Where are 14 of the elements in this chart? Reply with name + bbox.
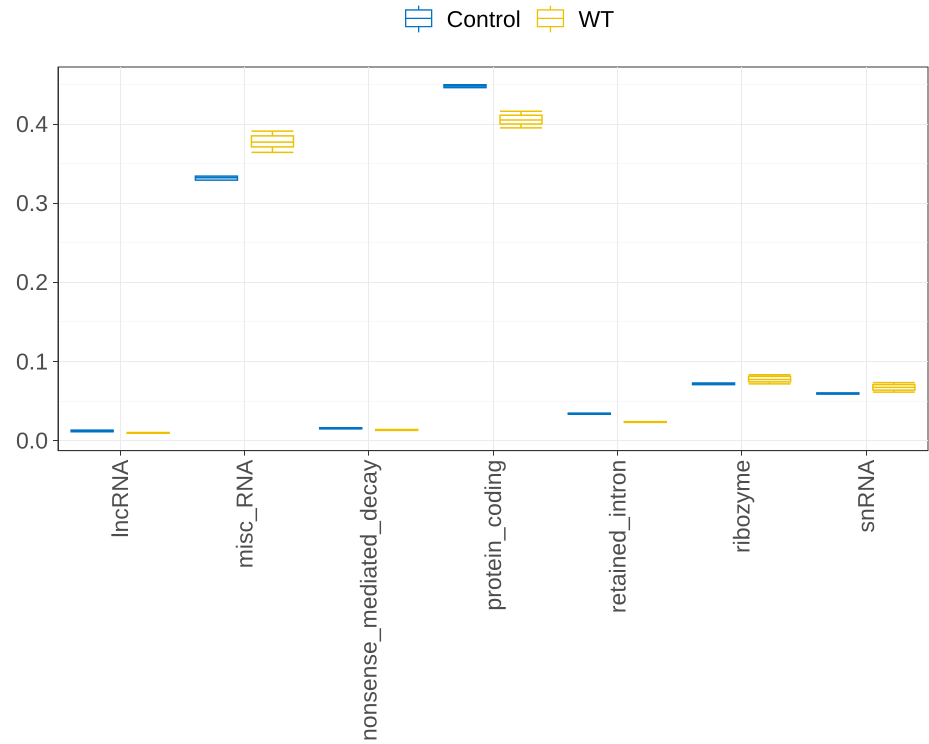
y-tick-label: 0.0 [16, 427, 48, 454]
legend-label: Control [446, 6, 521, 32]
y-tick-label: 0.3 [16, 190, 48, 216]
x-tick-label: lncRNA [107, 459, 134, 538]
x-tick-label: snRNA [852, 459, 879, 533]
legend-label: WT [578, 6, 614, 32]
x-tick-label: misc_RNA [231, 459, 258, 568]
x-tick-label: protein_coding [480, 460, 506, 611]
y-tick-label: 0.1 [16, 348, 48, 374]
y-tick-label: 0.2 [16, 269, 48, 296]
x-tick-label: nonsense_mediated_decay [356, 459, 382, 742]
x-tick-label: ribozyme [728, 460, 755, 553]
x-tick-label: retained_intron [604, 460, 630, 614]
y-tick-label: 0.4 [16, 110, 48, 137]
